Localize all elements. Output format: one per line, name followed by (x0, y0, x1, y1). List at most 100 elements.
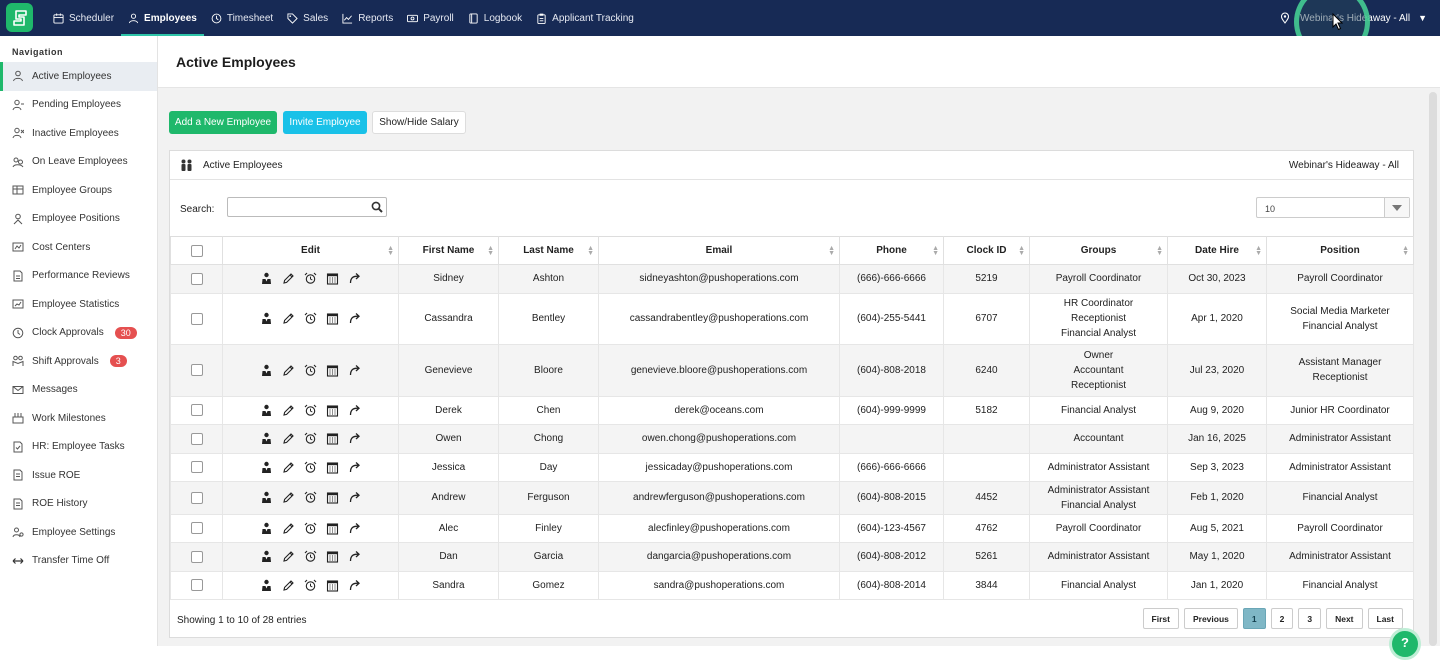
nav-item-employees[interactable]: Employees (121, 0, 204, 36)
column-header-last-name[interactable]: Last Name ▲ ▼ (498, 236, 599, 265)
sidebar-item-pending-employees[interactable]: Pending Employees (0, 91, 157, 120)
pager-first-button[interactable]: First (1142, 608, 1179, 629)
alarm-clock-icon[interactable] (304, 312, 317, 325)
nav-item-reports[interactable]: Reports (335, 0, 400, 36)
add-new-employee-button[interactable]: Add a New Employee (169, 111, 277, 134)
pager-2-button[interactable]: 2 (1270, 608, 1294, 629)
table-row[interactable]: Andrew Ferguson andrewferguson@pushoperati… (170, 481, 1414, 515)
sidebar-item-inactive-employees[interactable]: Inactive Employees (0, 119, 157, 148)
edit-pencil-icon[interactable] (282, 579, 295, 592)
nav-item-applicant-tracking[interactable]: Applicant Tracking (529, 0, 641, 36)
table-row[interactable]: Jessica Day jessicaday@pushoperations.com(… (170, 452, 1414, 482)
edit-pencil-icon[interactable] (282, 272, 295, 285)
sidebar-item-clock-approvals[interactable]: Clock Approvals 30 (0, 319, 157, 348)
alarm-clock-icon[interactable] (304, 550, 317, 563)
alarm-clock-icon[interactable] (304, 579, 317, 592)
pager-1-button[interactable]: 1 (1242, 608, 1266, 629)
column-header-clock-id[interactable]: Clock ID ▲ ▼ (943, 236, 1030, 265)
calendar-grid-icon[interactable] (326, 579, 339, 592)
sidebar-item-employee-settings[interactable]: Employee Settings (0, 518, 157, 547)
row-checkbox[interactable] (190, 272, 203, 285)
calendar-grid-icon[interactable] (326, 522, 339, 535)
edit-pencil-icon[interactable] (282, 461, 295, 474)
redo-arrow-icon[interactable] (348, 522, 361, 535)
user-profile-icon[interactable] (260, 522, 273, 535)
calendar-grid-icon[interactable] (326, 461, 339, 474)
alarm-clock-icon[interactable] (304, 461, 317, 474)
user-profile-icon[interactable] (260, 404, 273, 417)
table-row[interactable]: Dan Garcia dangarcia@pushoperations.com (60… (170, 542, 1414, 572)
edit-pencil-icon[interactable] (282, 432, 295, 445)
row-checkbox[interactable] (190, 432, 203, 445)
redo-arrow-icon[interactable] (348, 550, 361, 563)
sidebar-item-messages[interactable]: Messages (0, 376, 157, 405)
show-hide-salary-button[interactable]: Show/Hide Salary (372, 111, 466, 134)
row-checkbox[interactable] (190, 579, 203, 592)
user-profile-icon[interactable] (260, 550, 273, 563)
row-checkbox[interactable] (190, 364, 203, 377)
page-length-select[interactable]: 10 (1256, 197, 1410, 218)
table-row[interactable]: Derek Chen derek@oceans.com (604)-999-9999 5… (170, 395, 1414, 425)
sidebar-item-hr-employee-tasks[interactable]: HR: Employee Tasks (0, 433, 157, 462)
redo-arrow-icon[interactable] (348, 272, 361, 285)
row-checkbox[interactable] (190, 404, 203, 417)
column-header-position[interactable]: Position ▲ ▼ (1266, 236, 1414, 265)
sidebar-item-cost-centers[interactable]: Cost Centers (0, 233, 157, 262)
vertical-scrollbar[interactable] (1429, 92, 1437, 646)
table-row[interactable]: Cassandra Bentley cassandrabentley@pushope… (170, 292, 1414, 345)
user-profile-icon[interactable] (260, 461, 273, 474)
edit-pencil-icon[interactable] (282, 522, 295, 535)
chevron-down-icon[interactable] (1384, 198, 1409, 217)
calendar-grid-icon[interactable] (326, 272, 339, 285)
column-header-edit[interactable]: Edit ▲ ▼ (222, 236, 399, 265)
sidebar-item-employee-positions[interactable]: Employee Positions (0, 205, 157, 234)
redo-arrow-icon[interactable] (348, 432, 361, 445)
calendar-grid-icon[interactable] (326, 432, 339, 445)
sidebar-item-roe-history[interactable]: ROE History (0, 490, 157, 519)
calendar-grid-icon[interactable] (326, 550, 339, 563)
redo-arrow-icon[interactable] (348, 364, 361, 377)
redo-arrow-icon[interactable] (348, 312, 361, 325)
search-icon[interactable] (371, 201, 383, 213)
alarm-clock-icon[interactable] (304, 432, 317, 445)
sidebar-item-issue-roe[interactable]: Issue ROE (0, 461, 157, 490)
column-header-date-hire[interactable]: Date Hire ▲ ▼ (1167, 236, 1267, 265)
redo-arrow-icon[interactable] (348, 491, 361, 504)
sidebar-item-shift-approvals[interactable]: Shift Approvals 3 (0, 347, 157, 376)
row-checkbox[interactable] (190, 550, 203, 563)
row-checkbox[interactable] (190, 461, 203, 474)
user-profile-icon[interactable] (260, 491, 273, 504)
calendar-grid-icon[interactable] (326, 312, 339, 325)
pager-next-button[interactable]: Next (1326, 608, 1363, 629)
table-row[interactable]: Alec Finley alecfinley@pushoperations.com(… (170, 513, 1414, 543)
table-row[interactable]: Sandra Gomez sandra@pushoperations.com (604… (170, 570, 1414, 600)
nav-item-logbook[interactable]: Logbook (461, 0, 529, 36)
calendar-grid-icon[interactable] (326, 364, 339, 377)
edit-pencil-icon[interactable] (282, 491, 295, 504)
calendar-grid-icon[interactable] (326, 491, 339, 504)
search-input[interactable] (227, 197, 387, 217)
user-profile-icon[interactable] (260, 272, 273, 285)
column-header-email[interactable]: Email ▲ ▼ (598, 236, 840, 265)
redo-arrow-icon[interactable] (348, 461, 361, 474)
sidebar-item-employee-groups[interactable]: Employee Groups (0, 176, 157, 205)
pager-last-button[interactable]: Last (1367, 608, 1403, 629)
column-header-first-name[interactable]: First Name ▲ ▼ (398, 236, 499, 265)
edit-pencil-icon[interactable] (282, 312, 295, 325)
user-profile-icon[interactable] (260, 312, 273, 325)
alarm-clock-icon[interactable] (304, 364, 317, 377)
sidebar-item-performance-reviews[interactable]: Performance Reviews (0, 262, 157, 291)
alarm-clock-icon[interactable] (304, 491, 317, 504)
user-profile-icon[interactable] (260, 432, 273, 445)
edit-pencil-icon[interactable] (282, 364, 295, 377)
alarm-clock-icon[interactable] (304, 272, 317, 285)
row-checkbox[interactable] (190, 491, 203, 504)
redo-arrow-icon[interactable] (348, 404, 361, 417)
user-profile-icon[interactable] (260, 364, 273, 377)
row-checkbox[interactable] (190, 522, 203, 535)
table-row[interactable]: Sidney Ashton sidneyashton@pushoperations.… (170, 264, 1414, 294)
invite-employee-button[interactable]: Invite Employee (283, 111, 367, 134)
edit-pencil-icon[interactable] (282, 550, 295, 563)
sidebar-item-work-milestones[interactable]: Work Milestones (0, 404, 157, 433)
pager-3-button[interactable]: 3 (1298, 608, 1322, 629)
